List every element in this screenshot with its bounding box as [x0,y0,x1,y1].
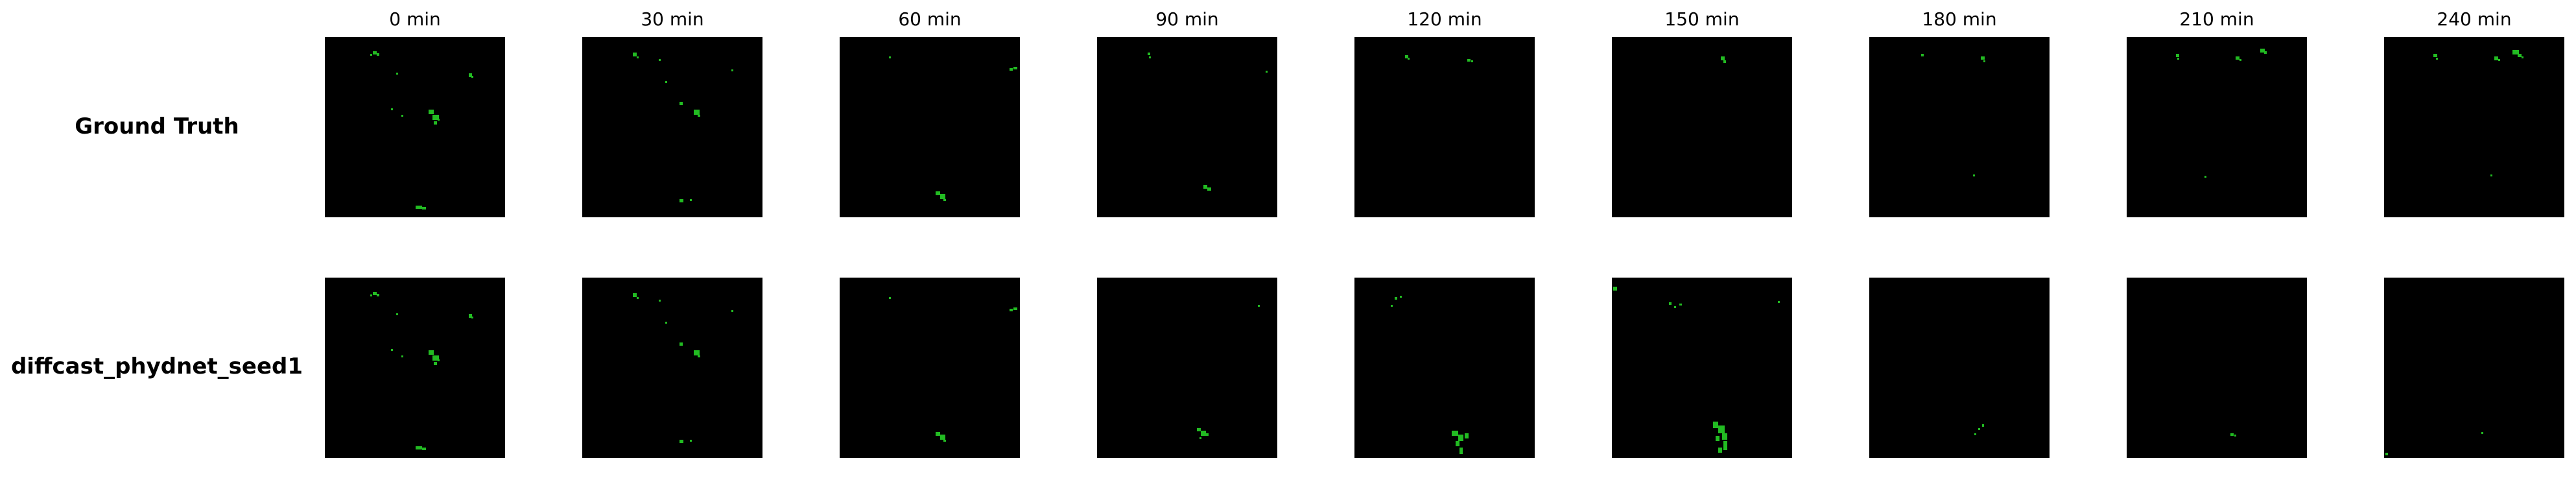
column-header-180min: 180 min [1922,8,1997,30]
ground-truth-frame-240min [2384,37,2564,217]
column-header-150min: 150 min [1664,8,1740,30]
column-header-120min: 120 min [1407,8,1482,30]
ground-truth-frame-210min [2127,37,2307,217]
ground-truth-frame-30min [582,37,762,217]
ground-truth-frame-180min [1869,37,2050,217]
row-label-ground-truth: Ground Truth [75,114,239,139]
row-label-diffcast-phydnet-seed1: diffcast_phydnet_seed1 [10,353,303,379]
ground-truth-frame-120min [1354,37,1535,217]
column-header-30min: 30 min [641,8,704,30]
column-header-240min: 240 min [2437,8,2512,30]
ground-truth-frame-90min [1097,37,1277,217]
prediction-frame-60min [840,278,1020,458]
prediction-frame-240min [2384,278,2564,458]
ground-truth-frame-150min [1612,37,1792,217]
prediction-frame-210min [2127,278,2307,458]
prediction-frame-90min [1097,278,1277,458]
column-header-90min: 90 min [1155,8,1219,30]
prediction-frame-0min [325,278,505,458]
column-header-60min: 60 min [898,8,962,30]
column-header-0min: 0 min [389,8,441,30]
column-header-210min: 210 min [2179,8,2254,30]
prediction-frame-150min [1612,278,1792,458]
ground-truth-frame-0min [325,37,505,217]
prediction-frame-180min [1869,278,2050,458]
ground-truth-frame-60min [840,37,1020,217]
prediction-frame-30min [582,278,762,458]
prediction-frame-120min [1354,278,1535,458]
